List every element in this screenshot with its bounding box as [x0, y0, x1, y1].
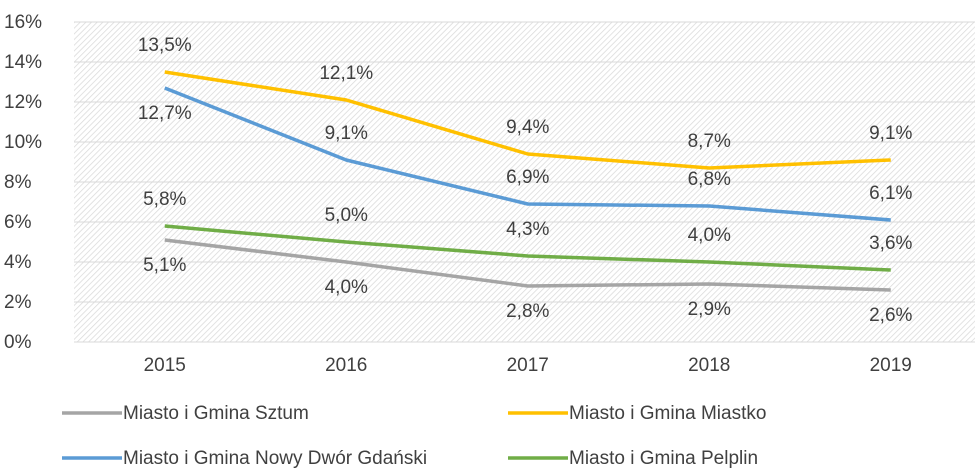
y-tick-label: 4%	[4, 252, 32, 273]
series-line	[164, 86, 891, 222]
y-tick-label: 8%	[4, 172, 32, 193]
data-label: 13,5%	[138, 35, 192, 56]
series-line	[164, 224, 891, 272]
data-label: 9,4%	[506, 117, 549, 138]
data-label: 9,1%	[869, 123, 912, 144]
data-label: 2,6%	[869, 305, 912, 326]
x-tick-label: 2017	[507, 355, 549, 376]
data-label: 5,1%	[143, 255, 186, 276]
data-label: 4,3%	[506, 219, 549, 240]
data-label: 4,0%	[325, 277, 368, 298]
data-label: 6,9%	[506, 167, 549, 188]
legend-label: Miasto i Gmina Nowy Dwór Gdański	[123, 448, 427, 469]
data-label: 12,1%	[319, 63, 373, 84]
x-tick-label: 2018	[688, 355, 730, 376]
data-label: 2,8%	[506, 301, 549, 322]
data-label: 9,1%	[325, 123, 368, 144]
legend-label: Miasto i Gmina Pelplin	[569, 448, 758, 469]
y-tick-label: 2%	[4, 292, 32, 313]
data-label: 3,6%	[869, 233, 912, 254]
data-label: 5,8%	[143, 189, 186, 210]
x-tick-label: 2015	[144, 355, 186, 376]
x-tick-label: 2016	[325, 355, 367, 376]
y-tick-label: 12%	[4, 92, 42, 113]
y-tick-label: 16%	[4, 12, 42, 33]
data-label: 2,9%	[688, 299, 731, 320]
data-label: 6,1%	[869, 183, 912, 204]
series-line	[164, 70, 891, 170]
y-tick-label: 10%	[4, 132, 42, 153]
data-label: 12,7%	[138, 103, 192, 124]
x-tick-label: 2019	[870, 355, 912, 376]
data-label: 8,7%	[688, 131, 731, 152]
data-label: 4,0%	[688, 225, 731, 246]
legend-label: Miasto i Gmina Miastko	[569, 403, 766, 424]
y-tick-label: 14%	[4, 52, 42, 73]
legend-label: Miasto i Gmina Sztum	[123, 403, 309, 424]
y-tick-label: 6%	[4, 212, 32, 233]
series-line	[164, 238, 891, 292]
data-label: 6,8%	[688, 169, 731, 190]
y-tick-label: 0%	[4, 332, 32, 353]
data-label: 5,0%	[325, 205, 368, 226]
